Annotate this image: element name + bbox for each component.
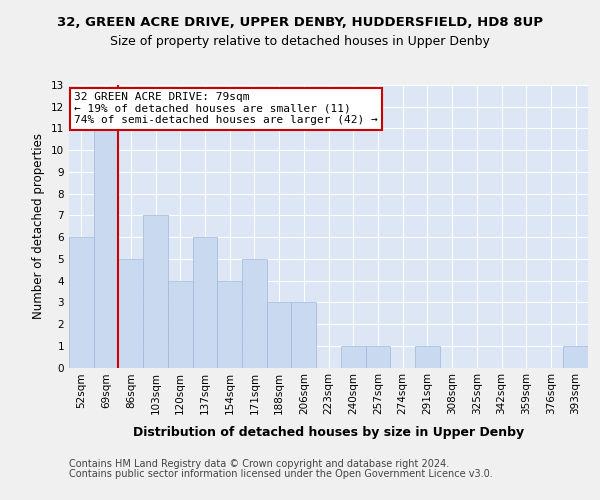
Bar (69, 237, 94, 368)
Bar (168, 280, 193, 368)
Bar (267, 302, 292, 368)
Bar (415, 346, 440, 368)
Bar (365, 346, 390, 368)
Bar (242, 259, 267, 368)
Text: Contains public sector information licensed under the Open Government Licence v3: Contains public sector information licen… (69, 469, 493, 479)
Bar (217, 280, 242, 368)
Bar (94, 128, 118, 368)
Bar (118, 259, 143, 368)
Text: Distribution of detached houses by size in Upper Denby: Distribution of detached houses by size … (133, 426, 524, 439)
Text: Contains HM Land Registry data © Crown copyright and database right 2024.: Contains HM Land Registry data © Crown c… (69, 459, 449, 469)
Text: 32 GREEN ACRE DRIVE: 79sqm
← 19% of detached houses are smaller (11)
74% of semi: 32 GREEN ACRE DRIVE: 79sqm ← 19% of deta… (74, 92, 378, 126)
Bar (143, 216, 168, 368)
Text: 32, GREEN ACRE DRIVE, UPPER DENBY, HUDDERSFIELD, HD8 8UP: 32, GREEN ACRE DRIVE, UPPER DENBY, HUDDE… (57, 16, 543, 29)
Bar (563, 346, 588, 368)
Y-axis label: Number of detached properties: Number of detached properties (32, 133, 46, 320)
Bar (341, 346, 365, 368)
Bar (193, 237, 217, 368)
Bar (292, 302, 316, 368)
Text: Size of property relative to detached houses in Upper Denby: Size of property relative to detached ho… (110, 34, 490, 48)
